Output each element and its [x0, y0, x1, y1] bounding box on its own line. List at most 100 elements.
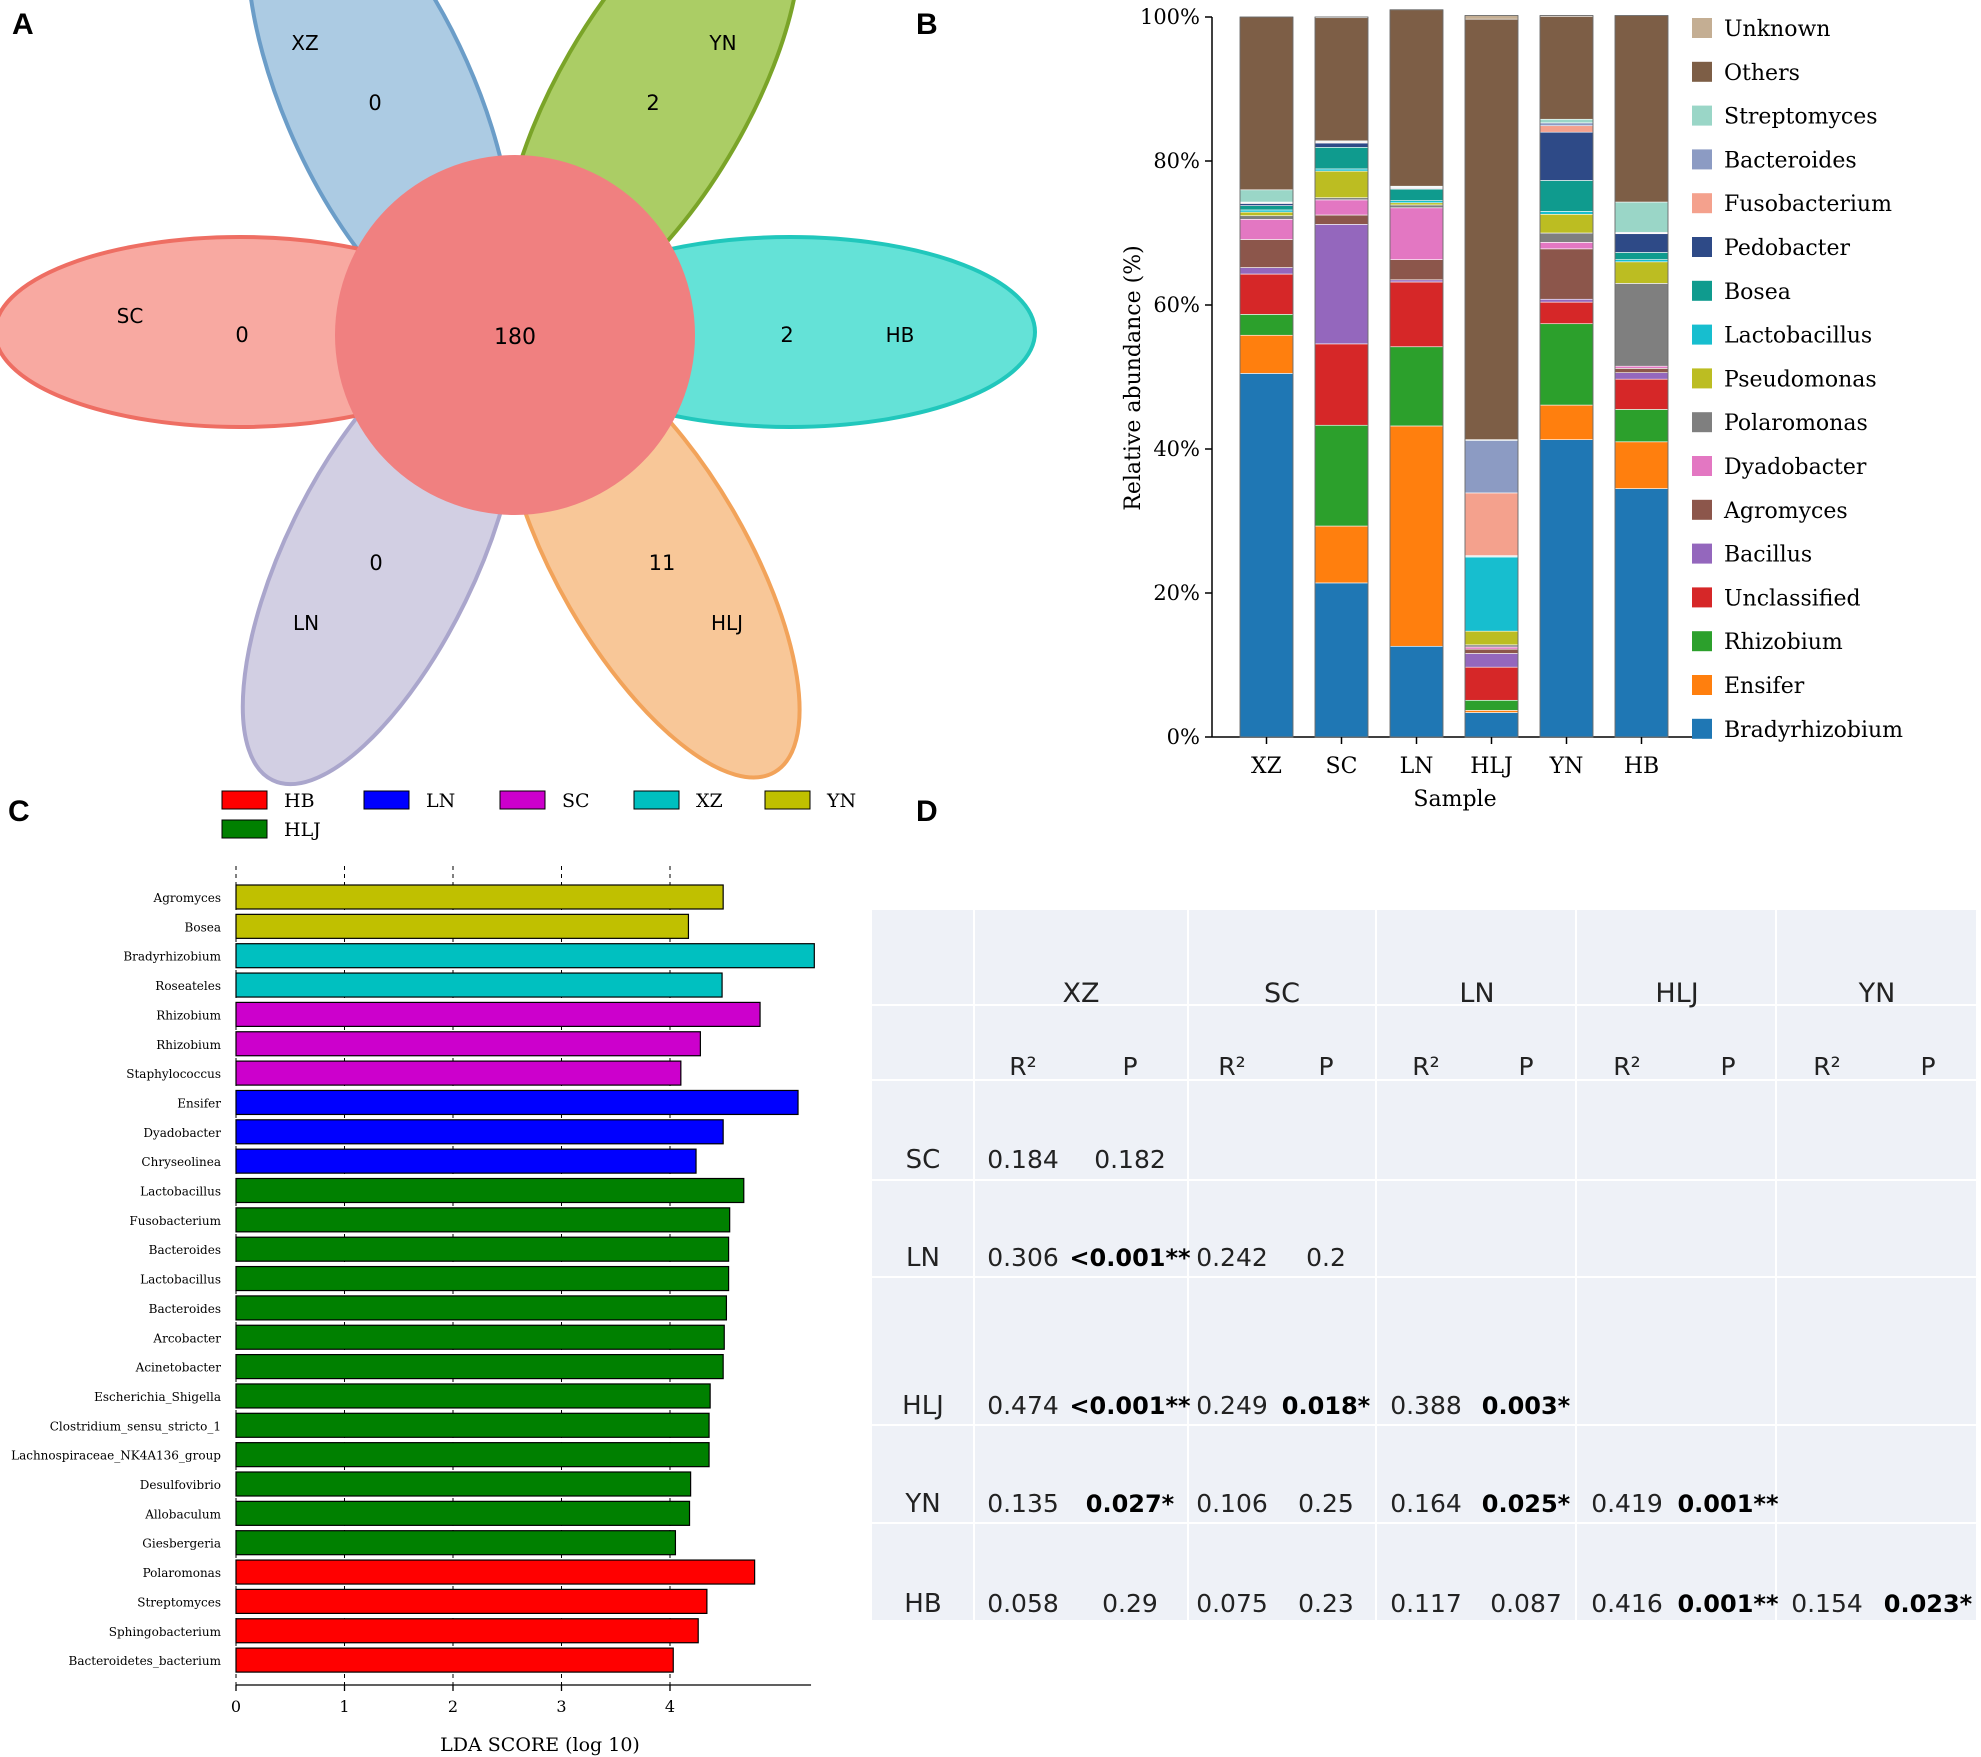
- legend-label-bradyrhizobium: Bradyrhizobium: [1724, 718, 1903, 743]
- bar-segment-xz-streptomyces: [1239, 189, 1294, 203]
- lda-bar-label-dyadobacter: Dyadobacter: [143, 1126, 221, 1140]
- lda-bar-label-bosea: Bosea: [185, 920, 221, 934]
- bar-segment-sc-pseudomonas: [1314, 170, 1369, 199]
- lda-bar-label-agromyces: Agromyces: [153, 891, 221, 905]
- legend-swatch-others: [1692, 61, 1712, 82]
- lda-bar-label-lachnospiraceae-nk4a136-group: Lachnospiraceae_NK4A136_group: [11, 1449, 221, 1463]
- bar-segment-xz-bradyrhizobium: [1239, 373, 1294, 738]
- lda-bar-roseateles: [235, 972, 723, 998]
- table-row-header-yn: YN: [904, 1489, 940, 1519]
- x-tick-label-yn: YN: [1549, 754, 1584, 779]
- table-row-header-sc: SC: [906, 1145, 941, 1175]
- bar-segment-xz-agromyces: [1239, 239, 1294, 268]
- bar-segment-hlj-unclassified: [1464, 666, 1519, 701]
- venn-diagram: 180 0 XZ 2 YN 2 HB 11 HLJ 0 LN 0 SC: [0, 0, 1037, 787]
- legend-swatch-lactobacillus: [1692, 324, 1712, 345]
- panel-label-c: C: [8, 795, 30, 828]
- table-cell-p: 0.23: [1298, 1589, 1354, 1618]
- bar-segment-yn-streptomyces: [1539, 118, 1594, 124]
- bar-segment-hb-lactobacillus: [1614, 259, 1669, 263]
- bar-segment-yn-bacillus: [1539, 298, 1594, 303]
- legend-swatch-ensifer: [1692, 675, 1712, 695]
- bar-segment-xz-ensifer: [1239, 334, 1294, 374]
- stacked-bar-chart: 0% 20% 40% 60% 80% 100% XZ SC LN HLJ YN HB Sample Rel…: [1121, 5, 1903, 812]
- table-cell-p: 0.001**: [1677, 1490, 1778, 1518]
- lda-bar-label-rhizobium: Rhizobium: [156, 1008, 221, 1022]
- bar-segment-ln-dyadobacter: [1389, 207, 1444, 260]
- lda-bar-polaromonas: [235, 1559, 756, 1585]
- table-cell-r2: 0.249: [1196, 1391, 1268, 1420]
- bar-segment-xz-bacillus: [1239, 267, 1294, 275]
- y-tick-label: 80%: [1153, 149, 1200, 173]
- lda-bar-clostridium-sensu-stricto-1: [235, 1412, 710, 1438]
- legend-swatch-rhizobium: [1692, 631, 1712, 652]
- bar-segment-hlj-pseudomonas: [1464, 630, 1519, 646]
- table-cell-p: 0.025*: [1482, 1490, 1571, 1518]
- table-background: [872, 910, 1976, 1620]
- bar-segment-sc-lactobacillus: [1314, 168, 1369, 172]
- bar-segment-sc-ensifer: [1314, 525, 1369, 584]
- lda-bar-label-lactobacillus: Lactobacillus: [140, 1185, 221, 1199]
- legend-swatch-hb: [221, 790, 268, 810]
- y-tick-label: 60%: [1153, 293, 1200, 317]
- y-tick-label: 40%: [1153, 437, 1200, 461]
- bar-segment-yn-polaromonas: [1539, 232, 1594, 243]
- venn-petal-label-hb: HB: [886, 323, 915, 347]
- bar-segment-sc-bradyrhizobium: [1314, 582, 1369, 738]
- bar-segment-xz-dyadobacter: [1239, 219, 1294, 240]
- legend-swatch-xz: [633, 790, 680, 810]
- bar-segment-yn-rhizobium: [1539, 323, 1594, 406]
- lda-bar-lactobacillus: [235, 1177, 745, 1204]
- bar-segment-sc-polaromonas: [1314, 197, 1369, 201]
- correlation-table: XZ R² P SC R² P LN R² P HLJ R² P YN R² P SC 0.184 0.182 LN…: [872, 910, 1976, 1620]
- bar-segment-hb-bosea: [1614, 252, 1669, 260]
- bar-segment-hb-dyadobacter: [1614, 365, 1669, 369]
- lda-bar-rhizobium: [235, 1031, 701, 1057]
- panel-label-b: B: [916, 8, 938, 41]
- table-subheader-r2: R²: [1009, 1052, 1036, 1081]
- lda-bar-chryseolinea: [235, 1148, 697, 1174]
- bar-segment-xz-pedobacter: [1239, 203, 1294, 206]
- x-tick-label-xz: XZ: [1251, 754, 1282, 779]
- legend-label-sc: SC: [562, 790, 590, 812]
- bar-segment-yn-bosea: [1539, 180, 1594, 212]
- venn-petal-value-hlj: 11: [649, 551, 676, 575]
- lda-bar-escherichia-shigella: [235, 1383, 711, 1409]
- y-tick-label: 20%: [1153, 581, 1200, 605]
- legend-swatch-agromyces: [1692, 499, 1712, 520]
- lda-bar-label-ensifer: Ensifer: [177, 1096, 221, 1110]
- lda-bar-bradyrhizobium: [235, 943, 815, 969]
- bar-segment-xz-bosea: [1239, 205, 1294, 211]
- lda-bar-label-clostridium-sensu-stricto-1: Clostridium_sensu_stricto_1: [50, 1419, 221, 1433]
- bar-segment-sc-bacillus: [1314, 224, 1369, 345]
- legend-label-others: Others: [1724, 61, 1800, 86]
- legend-label-lactobacillus: Lactobacillus: [1724, 324, 1872, 349]
- table-subheader-r2: R²: [1218, 1052, 1245, 1081]
- legend-swatch-dyadobacter: [1692, 456, 1712, 476]
- lda-bar-label-lactobacillus: Lactobacillus: [140, 1273, 221, 1287]
- table-cell-r2: 0.117: [1390, 1589, 1462, 1618]
- lda-bar-label-roseateles: Roseateles: [155, 979, 221, 993]
- lda-bar-label-arcobacter: Arcobacter: [152, 1331, 221, 1345]
- bar-segment-yn-dyadobacter: [1539, 242, 1594, 250]
- legend-label-unknown: Unknown: [1724, 17, 1830, 42]
- lda-bar-label-allobaculum: Allobaculum: [144, 1507, 221, 1521]
- table-subheader-p: P: [1518, 1052, 1533, 1081]
- lda-bar-label-bradyrhizobium: Bradyrhizobium: [123, 950, 221, 964]
- lda-bar-label-chryseolinea: Chryseolinea: [141, 1155, 221, 1169]
- legend-swatch-ln: [363, 790, 410, 810]
- lda-bar-allobaculum: [235, 1500, 691, 1526]
- bar-segment-sc-others: [1314, 17, 1369, 142]
- bar-segment-hb-unclassified: [1614, 378, 1669, 410]
- table-cell-p: <0.001**: [1069, 1392, 1191, 1420]
- lda-bar-giesbergeria: [235, 1530, 677, 1556]
- table-cell-p: 0.003*: [1482, 1392, 1571, 1420]
- legend-swatch-polaromonas: [1692, 412, 1712, 433]
- venn-petal-value-hb: 2: [780, 323, 793, 347]
- bar-segment-yn-lactobacillus: [1539, 211, 1594, 215]
- lda-bar-acinetobacter: [235, 1353, 724, 1380]
- lda-bar-ensifer: [235, 1089, 799, 1116]
- lda-bar-label-escherichia-shigella: Escherichia_Shigella: [94, 1390, 221, 1404]
- bar-segment-hb-streptomyces: [1614, 201, 1669, 233]
